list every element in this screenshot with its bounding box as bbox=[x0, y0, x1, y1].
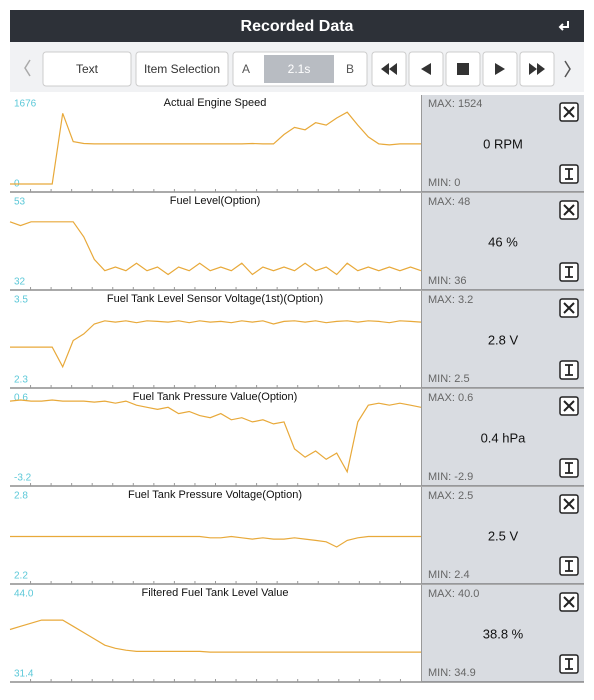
panel-title: Fuel Tank Level Sensor Voltage(1st)(Opti… bbox=[107, 293, 323, 305]
panel-side bbox=[422, 389, 584, 486]
min-label: MIN: 36 bbox=[428, 275, 467, 287]
close-icon bbox=[563, 106, 575, 118]
max-label: MAX: 48 bbox=[428, 196, 470, 208]
max-label: MAX: 0.6 bbox=[428, 392, 473, 404]
panel-side bbox=[422, 95, 584, 192]
panel-title: Actual Engine Speed bbox=[164, 97, 267, 109]
marker-b[interactable]: B bbox=[346, 62, 354, 76]
max-label: MAX: 3.2 bbox=[428, 294, 473, 306]
prev-icon[interactable] bbox=[24, 59, 31, 77]
y-tick-label: 1676 bbox=[14, 99, 37, 110]
time-value: 2.1s bbox=[288, 62, 311, 76]
y-tick-label: 53 bbox=[14, 197, 26, 208]
info-icon bbox=[565, 168, 573, 180]
rewind-icon bbox=[381, 63, 397, 75]
header-bar bbox=[10, 10, 584, 42]
marker-a[interactable]: A bbox=[242, 62, 250, 76]
y-tick-label: 2.2 bbox=[14, 571, 28, 582]
data-line bbox=[9, 399, 422, 474]
reading: 38.8 % bbox=[483, 626, 524, 641]
info-icon bbox=[565, 364, 573, 376]
button-label: Item Selection bbox=[144, 62, 220, 76]
data-line bbox=[9, 619, 421, 653]
time-slider[interactable] bbox=[264, 55, 334, 83]
max-label: MAX: 40.0 bbox=[428, 588, 479, 600]
y-tick-label: 2.8 bbox=[14, 491, 28, 502]
info-icon bbox=[565, 658, 573, 670]
close-icon bbox=[563, 302, 575, 314]
y-tick-label: 2.3 bbox=[14, 375, 28, 386]
panel-side bbox=[422, 193, 584, 290]
y-tick-label: 32 bbox=[14, 277, 26, 288]
close-icon bbox=[563, 596, 575, 608]
data-line bbox=[10, 111, 421, 185]
panel-title: Fuel Level(Option) bbox=[170, 195, 261, 207]
reading: 0.4 hPa bbox=[481, 430, 527, 445]
max-label: MAX: 1524 bbox=[428, 98, 482, 110]
y-tick-label: 0.6 bbox=[14, 393, 28, 404]
panel-side bbox=[422, 291, 584, 388]
stop-icon bbox=[457, 63, 469, 75]
min-label: MIN: -2.9 bbox=[428, 471, 473, 483]
max-label: MAX: 2.5 bbox=[428, 490, 473, 502]
data-line bbox=[9, 221, 422, 276]
close-icon bbox=[563, 400, 575, 412]
y-tick-label: 31.4 bbox=[14, 669, 34, 680]
panel-title: Fuel Tank Pressure Value(Option) bbox=[133, 391, 298, 403]
panel-side bbox=[422, 585, 584, 682]
panel-side bbox=[422, 487, 584, 584]
data-line bbox=[10, 320, 422, 369]
min-label: MIN: 34.9 bbox=[428, 667, 476, 679]
min-label: MIN: 2.4 bbox=[428, 569, 470, 581]
back-icon[interactable] bbox=[558, 21, 569, 31]
data-line bbox=[10, 535, 421, 548]
reading: 2.5 V bbox=[488, 528, 519, 543]
panel-title: Filtered Fuel Tank Level Value bbox=[142, 587, 289, 599]
next-icon[interactable] bbox=[564, 60, 571, 78]
close-icon bbox=[563, 204, 575, 216]
playback-icons bbox=[381, 63, 545, 75]
reading: 46 % bbox=[488, 234, 518, 249]
y-tick-label: -3.2 bbox=[14, 473, 32, 484]
close-icon bbox=[563, 498, 575, 510]
info-icon bbox=[565, 266, 573, 278]
min-label: MIN: 0 bbox=[428, 177, 460, 189]
item-selection-button[interactable] bbox=[135, 51, 229, 87]
info-icon bbox=[565, 560, 573, 572]
text-button[interactable] bbox=[42, 51, 132, 87]
min-label: MIN: 2.5 bbox=[428, 373, 470, 385]
button-label: Text bbox=[76, 62, 99, 76]
y-tick-label: 3.5 bbox=[14, 295, 28, 306]
panel-title: Fuel Tank Pressure Voltage(Option) bbox=[128, 489, 302, 501]
forward-icon bbox=[529, 63, 545, 75]
reading: 0 RPM bbox=[483, 136, 523, 151]
y-tick-label: 44.0 bbox=[14, 589, 34, 600]
step-back-icon bbox=[421, 63, 431, 75]
info-icon bbox=[565, 462, 573, 474]
play-icon bbox=[495, 63, 505, 75]
reading: 2.8 V bbox=[488, 332, 519, 347]
header-title: Recorded Data bbox=[241, 18, 354, 35]
